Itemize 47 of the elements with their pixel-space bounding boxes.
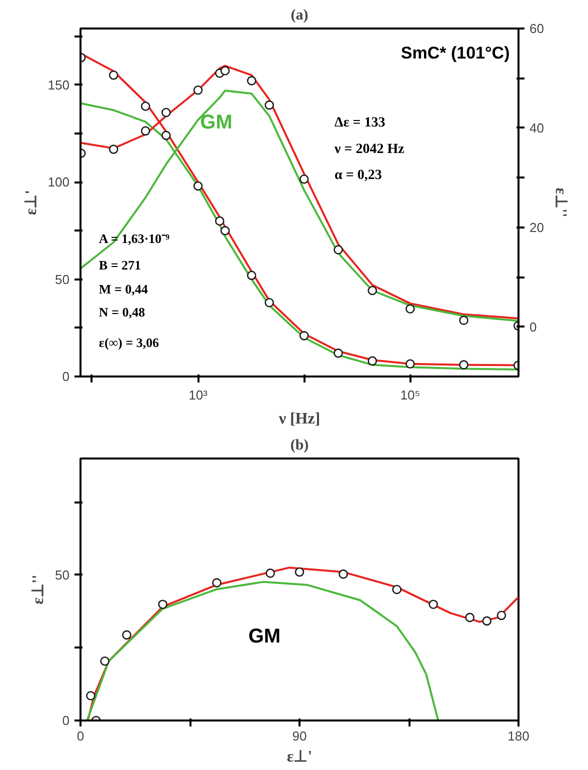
point xyxy=(86,691,96,700)
point xyxy=(294,567,304,577)
point xyxy=(482,616,492,626)
annotation: α = 0,23 xyxy=(334,168,382,184)
annotation: GM xyxy=(248,626,281,648)
chart-title: (b) xyxy=(290,438,309,454)
y-axis-title: ε⊥' xyxy=(22,190,40,216)
annotation: M = 0,44 xyxy=(98,281,148,296)
line-series xyxy=(86,566,518,720)
y-tick-label: 150 xyxy=(48,77,70,92)
x-tick-label: 10³ xyxy=(188,388,208,402)
point xyxy=(122,630,132,640)
chart-title: (a) xyxy=(290,8,308,24)
annotation: SmC* (101°C) xyxy=(400,43,510,62)
annotation: ε(∞) = 3,06 xyxy=(98,335,160,350)
y2-tick-label: 0 xyxy=(530,319,537,334)
point xyxy=(496,610,506,620)
y2-tick-label: 20 xyxy=(530,220,544,235)
annotation: N = 0,48 xyxy=(98,304,146,320)
y-tick-label: 100 xyxy=(48,174,70,190)
point xyxy=(392,584,402,594)
line-series xyxy=(86,580,440,720)
point xyxy=(266,568,275,578)
annotation: Δε = 133 xyxy=(334,116,386,131)
point xyxy=(100,656,110,666)
point xyxy=(465,612,474,622)
y-tick-label: 0 xyxy=(62,713,70,728)
annotation: B = 271 xyxy=(98,257,141,272)
x-tick-label: 90 xyxy=(292,728,307,744)
x-axis-title: ν [Hz] xyxy=(278,410,320,428)
x-tick-label: 0 xyxy=(76,728,84,744)
y-tick-label: 50 xyxy=(55,567,70,582)
y-tick-label: 50 xyxy=(55,272,70,287)
y2-tick-label: 40 xyxy=(530,120,544,136)
y2-tick-label: 60 xyxy=(530,21,544,36)
y-axis-title: ε⊥'' xyxy=(30,574,48,604)
point xyxy=(338,569,348,579)
annotation: GM xyxy=(200,111,232,134)
annotation: ν = 2042 Hz xyxy=(334,142,404,157)
point xyxy=(158,600,168,609)
x-axis-title: ε⊥' xyxy=(286,748,312,766)
x-tick-label: 10⁵ xyxy=(400,388,420,402)
point xyxy=(428,600,438,609)
y2-axis-title: ε⊥'' xyxy=(552,188,569,218)
point xyxy=(212,578,222,588)
y-tick-label: 0 xyxy=(62,369,70,384)
x-tick-label: 180 xyxy=(508,728,530,744)
